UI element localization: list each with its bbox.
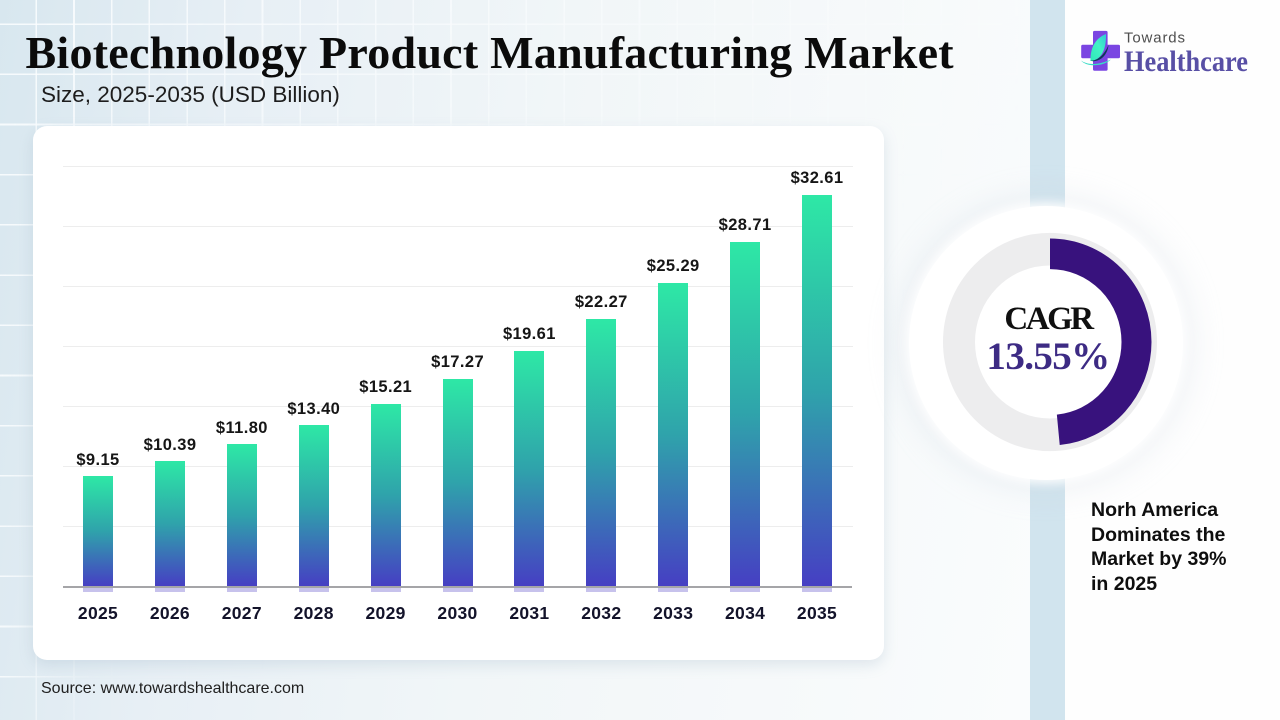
svg-text:Healthcare: Healthcare	[1124, 45, 1248, 78]
svg-text:Towards: Towards	[1124, 30, 1185, 47]
